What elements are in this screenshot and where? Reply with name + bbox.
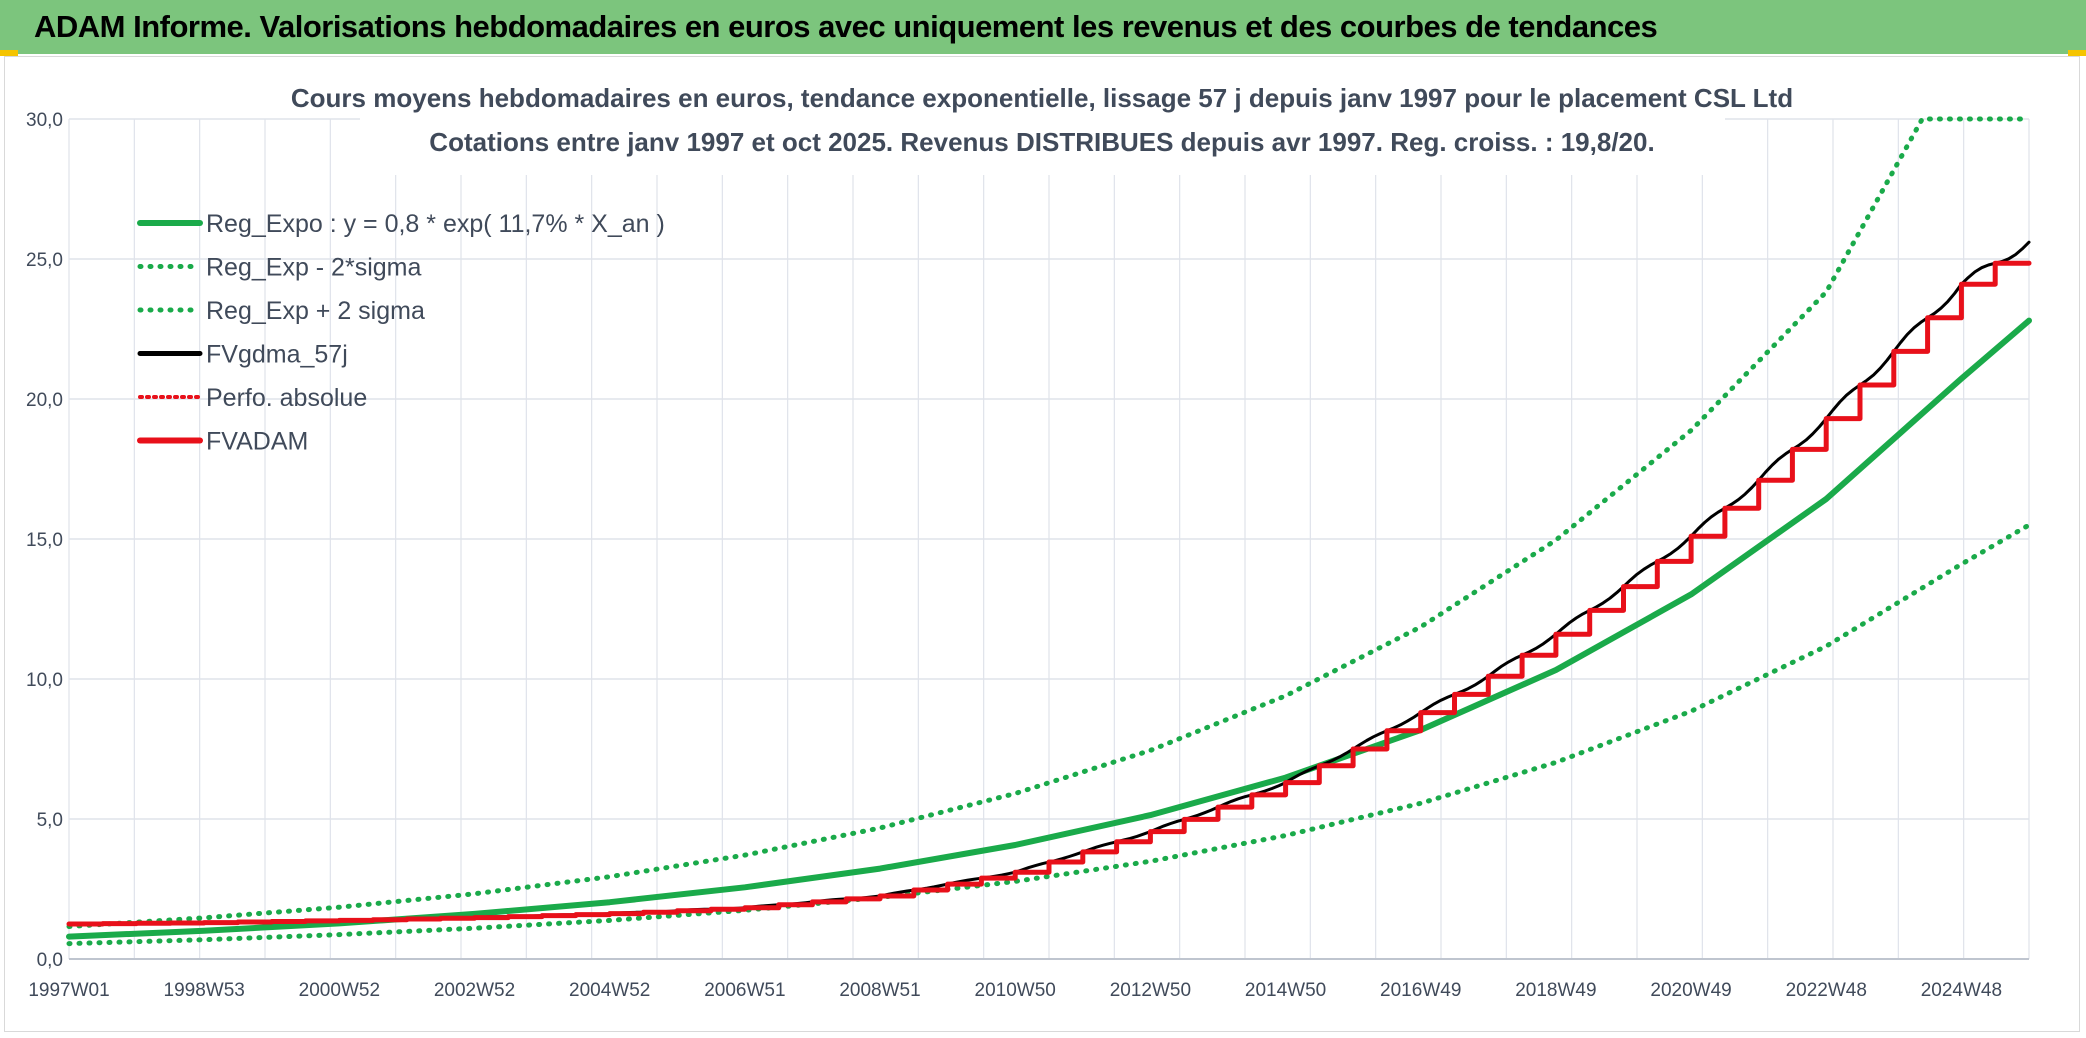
x-tick-label: 2020W49 (1650, 980, 1731, 1001)
y-tick-label: 20,0 (26, 390, 63, 411)
y-tick-label: 10,0 (26, 670, 63, 691)
y-tick-label: 25,0 (26, 250, 63, 271)
y-tick-label: 5,0 (37, 810, 63, 831)
x-tick-label: 2006W51 (704, 980, 785, 1001)
legend-label: Reg_Expo : y = 0,8 * exp( 11,7% * X_an ) (206, 210, 665, 238)
legend-label: FVgdma_57j (206, 341, 348, 369)
report-title: ADAM Informe. Valorisations hebdomadaire… (34, 9, 1658, 44)
x-tick-label: 2024W48 (1921, 980, 2002, 1001)
x-tick-label: 2016W49 (1380, 980, 1461, 1001)
corner-marker (0, 50, 18, 56)
legend: Reg_Expo : y = 0,8 * exp( 11,7% * X_an )… (137, 210, 665, 456)
x-tick-label: 2008W51 (839, 980, 920, 1001)
series-layer (66, 116, 2032, 947)
x-tick-label: 2018W49 (1515, 980, 1596, 1001)
series-line-reg-exp-2-sigma (66, 116, 2032, 929)
series-line-fvadam (66, 260, 2032, 927)
series-line-reg-exp-2-sigma (66, 522, 2032, 947)
x-tick-label: 2022W48 (1786, 980, 1867, 1001)
legend-label: FVADAM (206, 428, 308, 456)
chart: 0,0 5,0 10,0 15,0 20,0 25,0 30,0 1997W01 1998W53… (26, 63, 2032, 1001)
y-tick-label: 30,0 (26, 110, 63, 131)
legend-label: Reg_Exp - 2*sigma (206, 254, 421, 282)
x-tick-label: 2012W50 (1110, 980, 1191, 1001)
x-tick-label: 2014W50 (1245, 980, 1326, 1001)
x-tick-label: 1998W53 (164, 980, 245, 1001)
y-tick-label: 0,0 (37, 950, 63, 971)
chart-title-line1: Cours moyens hebdomadaires en euros, ten… (291, 83, 1793, 113)
legend-label: Reg_Exp + 2 sigma (206, 297, 425, 325)
axis-layer: 0,0 5,0 10,0 15,0 20,0 25,0 30,0 1997W01 1998W53… (26, 110, 2029, 1001)
corner-marker (2068, 50, 2086, 56)
y-tick-label: 15,0 (26, 530, 63, 551)
grid-layer (68, 118, 2030, 960)
title-layer: Cours moyens hebdomadaires en euros, ten… (291, 63, 1793, 175)
chart-frame: 0,0 5,0 10,0 15,0 20,0 25,0 30,0 1997W01 1998W53… (4, 56, 2080, 1032)
chart-title-line2: Cotations entre janv 1997 et oct 2025. R… (429, 127, 1654, 157)
x-tick-label: 2000W52 (299, 980, 380, 1001)
x-tick-label: 2002W52 (434, 980, 515, 1001)
x-tick-label: 2010W50 (975, 980, 1056, 1001)
legend-label: Perfo. absolue (206, 384, 367, 412)
report-header-bar: ADAM Informe. Valorisations hebdomadaire… (0, 0, 2086, 54)
title-background (360, 63, 1725, 175)
x-tick-label: 2004W52 (569, 980, 650, 1001)
x-tick-label: 1997W01 (28, 980, 109, 1001)
